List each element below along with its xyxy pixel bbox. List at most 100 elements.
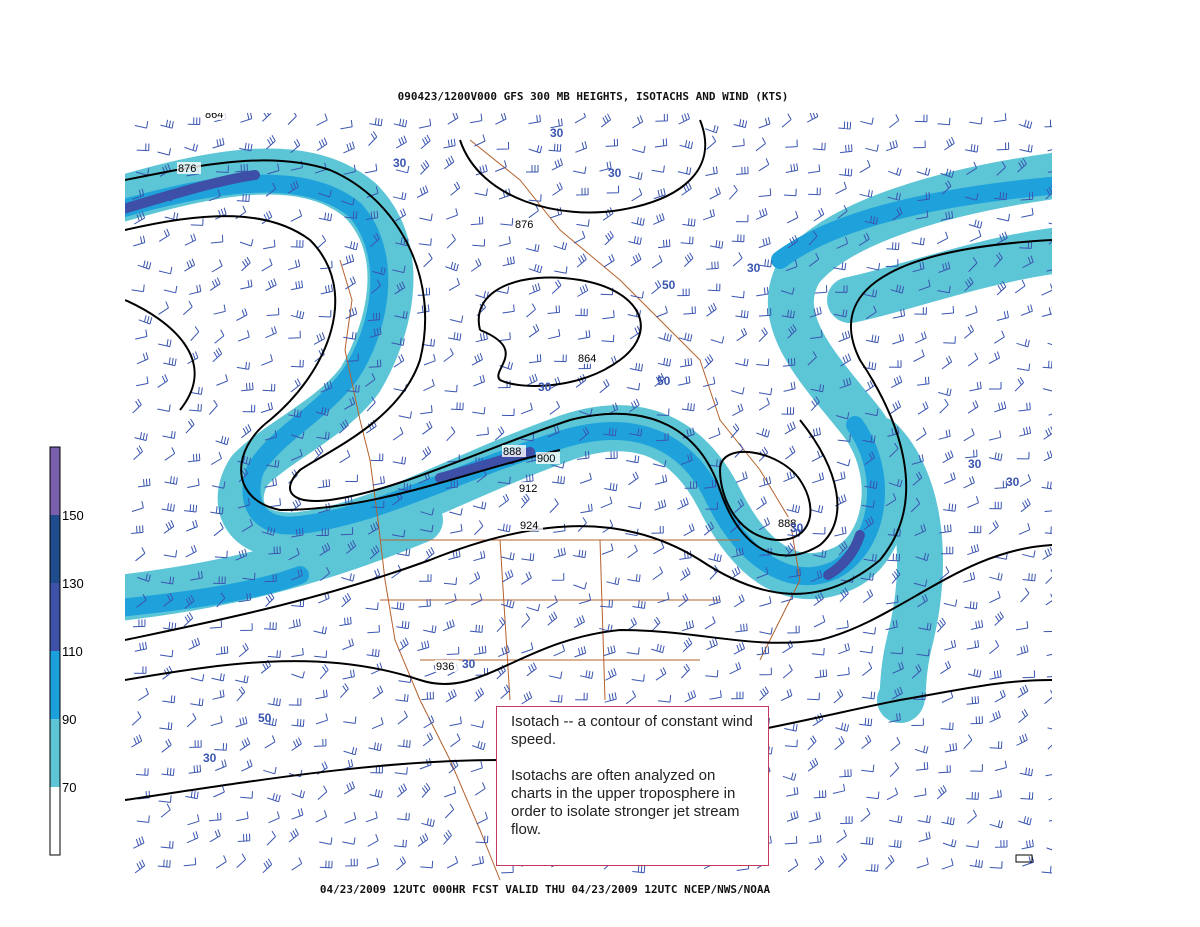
wind-barb [968, 525, 982, 534]
legend-label: 70 [62, 780, 76, 795]
wind-barb [580, 503, 593, 514]
wind-barb [262, 113, 272, 122]
wind-barb [732, 403, 744, 417]
wind-barb [367, 834, 379, 847]
wind-barb [866, 305, 877, 320]
wind-barb [862, 361, 877, 371]
wind-barb [814, 855, 825, 871]
wind-barb [780, 287, 795, 295]
wind-barb [781, 113, 792, 128]
wind-barb [552, 182, 563, 196]
wind-barb [521, 473, 534, 483]
wind-barb [836, 829, 847, 844]
wind-barb [577, 284, 589, 297]
wind-barb [680, 236, 694, 245]
wind-barb [1022, 573, 1036, 582]
wind-barb [989, 382, 1002, 390]
wind-barb [211, 481, 226, 489]
wind-barb [577, 517, 587, 532]
wind-barb [969, 381, 982, 392]
wind-barb [813, 549, 827, 558]
wind-barb [989, 820, 1004, 829]
wind-barb [812, 526, 826, 535]
wind-barb [859, 646, 873, 654]
wind-barb [345, 307, 358, 319]
legend-swatch [50, 447, 60, 515]
wind-barb [964, 193, 979, 201]
wind-barb [265, 135, 276, 150]
wind-barb [185, 418, 195, 434]
wind-barb [160, 649, 174, 658]
wind-barb [208, 399, 218, 415]
wind-barb [861, 764, 875, 773]
height-labels: 864 876 876 864 888 900 912 924 936 888 [177, 113, 801, 673]
wind-barb [449, 716, 462, 727]
wind-barb [863, 516, 875, 531]
wind-barb [996, 213, 1010, 222]
wind-barb [421, 783, 431, 798]
wind-barb [573, 582, 587, 590]
wind-barb [263, 239, 276, 250]
wind-barb [215, 435, 230, 446]
wind-barb [396, 783, 407, 798]
wind-barb [290, 239, 304, 248]
wind-barb [291, 528, 304, 538]
wind-barb [758, 259, 772, 268]
wind-barb [263, 717, 277, 727]
wind-barb [733, 594, 745, 608]
wind-barb [1044, 119, 1052, 128]
wind-barb [185, 183, 199, 195]
wind-barb [810, 384, 825, 393]
wind-barb [343, 746, 358, 756]
wind-barb [758, 517, 771, 531]
wind-barb [185, 790, 199, 800]
wind-barb [498, 332, 511, 342]
wind-barb [372, 476, 385, 486]
wind-barb [1019, 767, 1033, 777]
wind-barb [1018, 708, 1029, 724]
wind-barb [551, 279, 562, 294]
wind-barb [993, 113, 1007, 123]
wind-barb [131, 500, 144, 512]
wind-barb [498, 645, 510, 658]
wind-barb [315, 406, 330, 416]
isotach-label: 50 [258, 711, 272, 725]
wind-barb [654, 372, 665, 387]
wind-barb [680, 567, 691, 581]
wind-barb [163, 550, 178, 558]
wind-barb [1046, 676, 1052, 678]
wind-barb [937, 117, 951, 126]
wind-barb [184, 233, 197, 246]
wind-barb [157, 374, 169, 388]
wind-barb [502, 256, 515, 267]
wind-barb [937, 285, 951, 294]
wind-barb [474, 687, 485, 702]
wind-barb [605, 138, 619, 147]
wind-barb [837, 434, 851, 442]
wind-barb [887, 426, 900, 437]
wind-barb [135, 547, 146, 562]
wind-barb [133, 211, 146, 225]
wind-barb [890, 284, 905, 294]
wind-barb [892, 206, 903, 221]
wind-barb [628, 501, 642, 510]
wind-barb [963, 571, 976, 583]
wind-barb [967, 400, 979, 414]
wind-barb [162, 695, 176, 704]
wind-barb [787, 324, 797, 339]
wind-barb [397, 482, 412, 492]
wind-barb [996, 280, 1007, 296]
wind-barb [865, 863, 879, 872]
wind-barb [136, 593, 147, 608]
wind-barb [809, 505, 824, 514]
wind-barb [994, 191, 1008, 201]
wind-barb [496, 664, 506, 680]
wind-barb [996, 310, 1009, 321]
wind-barb [656, 433, 669, 442]
wind-barb [682, 427, 695, 439]
wind-barb [682, 218, 696, 227]
wind-barb [158, 301, 169, 315]
wind-barb [238, 593, 252, 603]
wind-barb [683, 252, 694, 267]
wind-barb [888, 114, 900, 128]
